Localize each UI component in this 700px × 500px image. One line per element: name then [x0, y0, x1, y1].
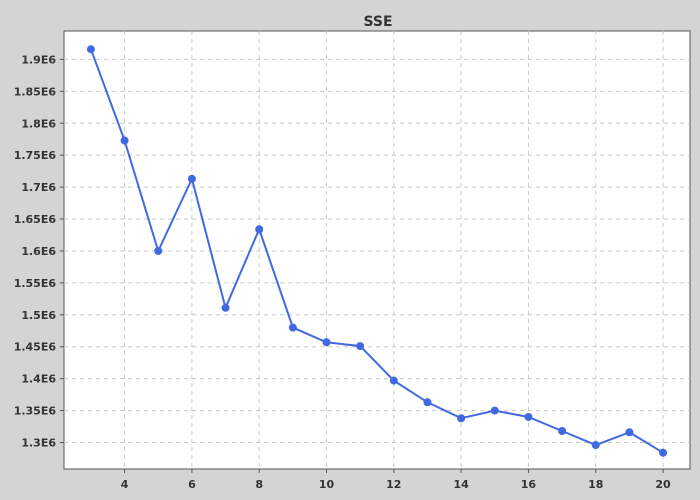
x-tick-label: 18 [588, 478, 603, 491]
y-tick-label: 1.4E6 [21, 373, 56, 386]
y-tick-label: 1.5E6 [21, 309, 56, 322]
y-tick-label: 1.45E6 [14, 341, 57, 354]
chart-title: SSE [363, 14, 392, 30]
y-tick-label: 1.7E6 [21, 181, 56, 194]
data-point [423, 398, 432, 407]
x-tick-label: 4 [121, 478, 129, 491]
y-tick-label: 1.75E6 [14, 149, 57, 162]
y-tick-label: 1.35E6 [14, 405, 57, 418]
x-tick-label: 14 [453, 478, 469, 491]
series-line [89, 48, 664, 454]
data-point [322, 338, 331, 347]
x-tick-label: 6 [188, 478, 196, 491]
data-point [86, 45, 95, 54]
data-point [558, 427, 567, 436]
data-point [356, 342, 365, 351]
data-point [490, 406, 499, 415]
y-tick-label: 1.55E6 [14, 277, 57, 290]
data-point [457, 414, 466, 423]
y-tick-label: 1.8E6 [21, 117, 56, 130]
data-point [120, 136, 129, 145]
y-tick-label: 1.3E6 [21, 437, 56, 450]
plot-area [63, 30, 691, 470]
x-tick-label: 10 [319, 478, 335, 491]
data-point [659, 448, 668, 457]
data-point [389, 376, 398, 385]
data-point [255, 225, 264, 234]
data-point [154, 246, 163, 255]
data-point [591, 441, 600, 450]
data-point [187, 174, 196, 183]
x-tick-label: 20 [655, 478, 671, 491]
x-tick-label: 8 [255, 478, 263, 491]
x-tick-label: 12 [386, 478, 401, 491]
y-tick-label: 1.85E6 [14, 85, 57, 98]
data-point [524, 412, 533, 421]
data-point [221, 303, 230, 312]
y-tick-label: 1.65E6 [14, 213, 57, 226]
data-point [288, 323, 297, 332]
x-tick-label: 16 [521, 478, 537, 491]
data-point [625, 428, 634, 437]
series-layer [86, 45, 668, 457]
grid-lines [64, 31, 690, 469]
axis-ticks: 4 6 8 10 12 14 16 18 20 1.3E6 1.35E6 1.4E6 1.45E6 1.5… [14, 53, 671, 491]
y-tick-label: 1.9E6 [21, 53, 56, 66]
y-tick-label: 1.6E6 [21, 245, 56, 258]
